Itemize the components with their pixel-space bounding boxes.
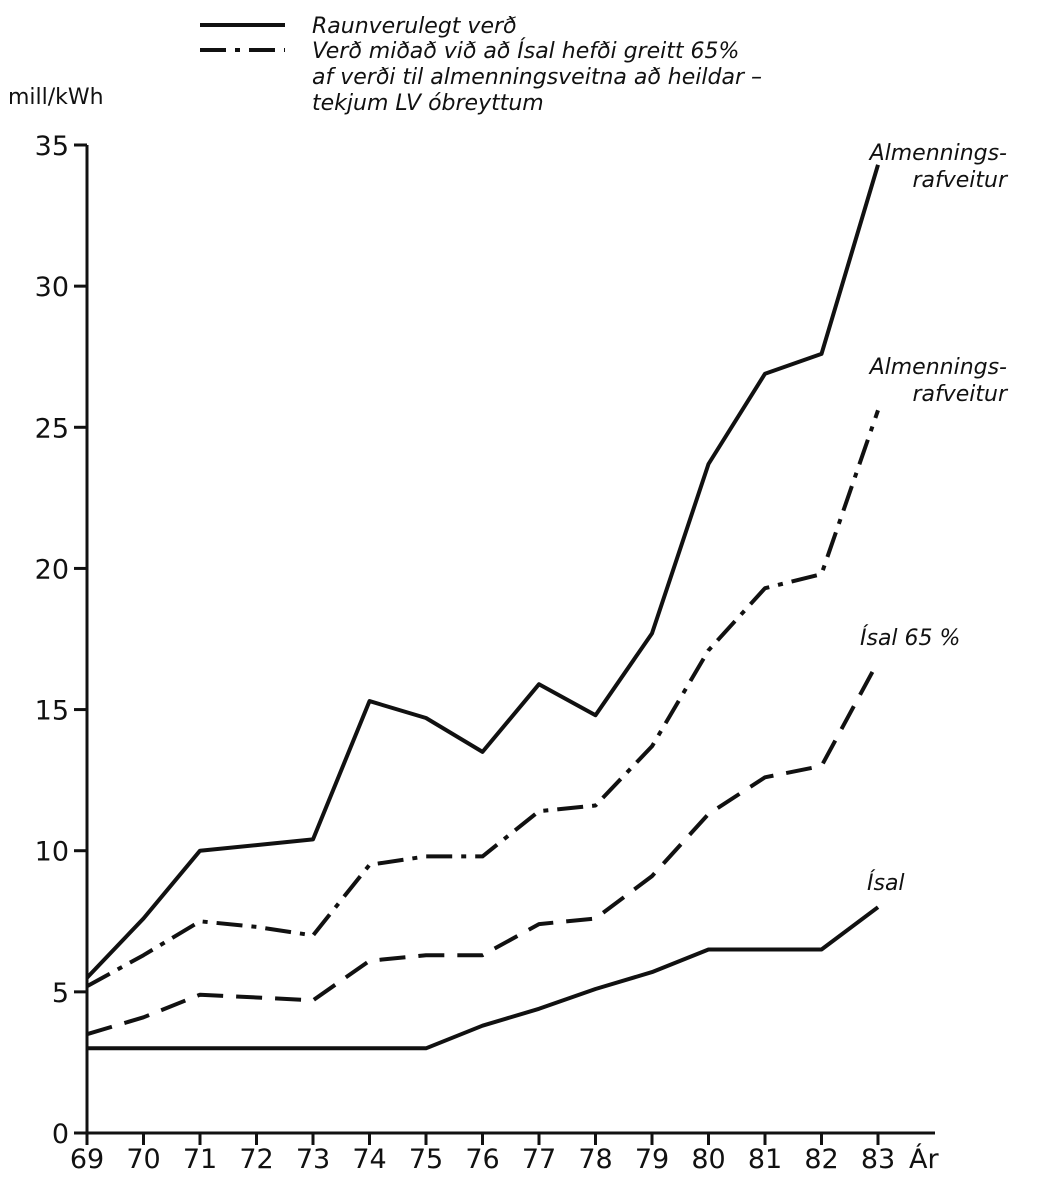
x-tick-label: 71 <box>183 1144 217 1175</box>
x-tick-label: 77 <box>522 1144 556 1175</box>
x-tick-label: 81 <box>748 1144 782 1175</box>
legend-dashdot-label-line-2: af verði til almenningsveitna að heildar… <box>312 65 762 90</box>
y-ticks: 0 5 10 15 20 25 30 35 <box>35 131 87 1150</box>
y-tick-label: 20 <box>35 554 69 585</box>
series-almennings-actual <box>85 164 880 980</box>
legend-dashdot-label-line-3: tekjum LV óbreyttum <box>312 91 544 116</box>
x-ticks: 69 70 71 72 73 74 75 76 77 78 79 80 81 82 83 <box>70 1133 895 1175</box>
x-tick-label: 78 <box>578 1144 612 1175</box>
x-tick-label: 80 <box>691 1144 725 1175</box>
x-tick-label: 73 <box>296 1144 330 1175</box>
annotation-isal-65: Ísal 65 % <box>860 625 960 651</box>
x-tick-label: 70 <box>126 1144 160 1175</box>
y-tick-label: 5 <box>52 978 69 1009</box>
series-annotations: Almennings- rafveitur Almennings- rafvei… <box>860 141 1009 896</box>
annotation-almennings-solid-line-2: rafveitur <box>912 168 1009 193</box>
x-tick-label: 82 <box>804 1144 838 1175</box>
x-tick-label: 76 <box>465 1144 499 1175</box>
annotation-almennings-dashdot-line-2: rafveitur <box>912 382 1009 407</box>
annotation-almennings-dashdot-line-1: Almennings- <box>868 355 1007 380</box>
x-tick-label: 83 <box>861 1144 895 1175</box>
series-group <box>85 164 880 1051</box>
legend-solid-label: Raunverulegt verð <box>312 14 517 39</box>
x-axis-label: Ár <box>909 1143 939 1175</box>
series-isal-actual <box>87 905 880 1051</box>
annotation-isal: Ísal <box>867 870 905 896</box>
y-tick-label: 30 <box>35 272 69 303</box>
x-tick-label: 72 <box>239 1144 273 1175</box>
y-tick-label: 35 <box>35 131 69 162</box>
x-tick-label: 75 <box>409 1144 443 1175</box>
x-tick-label: 74 <box>352 1144 386 1175</box>
legend: Raunverulegt verð Verð miðað við að Ísal… <box>200 14 762 116</box>
annotation-almennings-solid-line-1: Almennings- <box>868 141 1007 166</box>
y-axis-label: mill/kWh <box>8 85 104 110</box>
y-tick-label: 0 <box>52 1119 69 1150</box>
x-tick-label: 79 <box>635 1144 669 1175</box>
y-tick-label: 15 <box>35 696 69 727</box>
series-isal-65 <box>86 660 880 1037</box>
x-tick-label: 69 <box>70 1144 104 1175</box>
legend-dashdot-label-line-1: Verð miðað við að Ísal hefði greitt 65% <box>312 38 739 64</box>
y-tick-label: 25 <box>35 413 69 444</box>
series-almennings-65 <box>86 409 880 988</box>
y-tick-label: 10 <box>35 837 69 868</box>
